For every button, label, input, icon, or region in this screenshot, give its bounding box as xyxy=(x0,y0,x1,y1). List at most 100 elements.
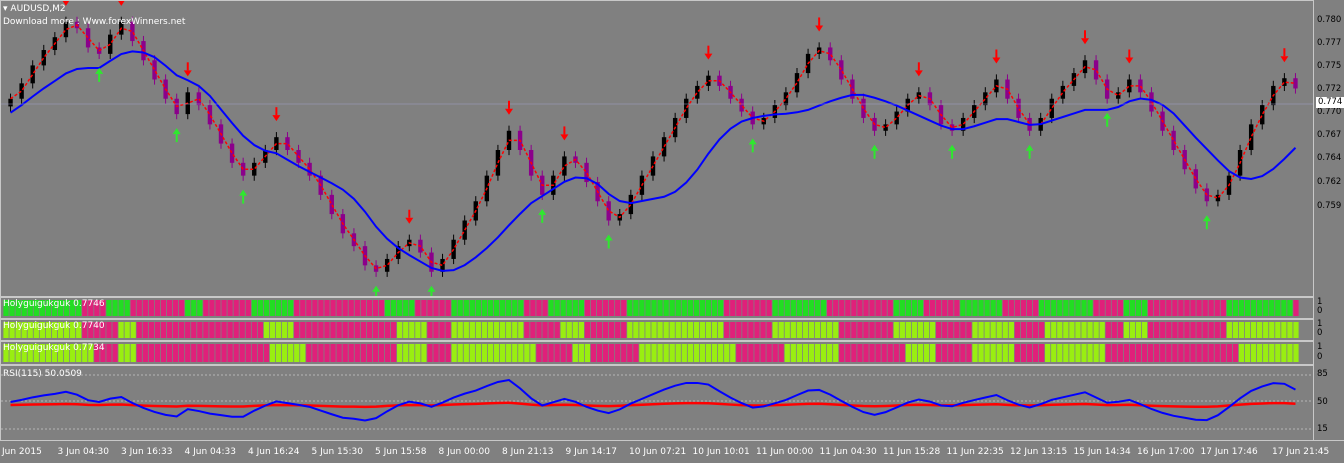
indicator-bar xyxy=(1123,300,1130,316)
indicator-bar xyxy=(948,300,954,316)
indicator-bar xyxy=(39,344,45,362)
indicator-pane-3[interactable]: Holyguigukguk 0.7734 xyxy=(0,341,1314,365)
indicator-bar xyxy=(1075,344,1081,362)
indicator-bar xyxy=(487,300,494,316)
indicator-bar xyxy=(578,322,584,338)
sell-arrow-icon xyxy=(405,209,414,224)
indicator-bar xyxy=(300,322,306,338)
indicator-bar xyxy=(342,300,348,316)
indicator-bar xyxy=(929,322,936,338)
candle-body xyxy=(8,98,13,107)
indicator-bar xyxy=(1263,322,1269,338)
indicator-bar xyxy=(185,300,191,316)
indicator-bar xyxy=(233,344,239,362)
indicator-bar xyxy=(445,322,451,338)
indicator-bar xyxy=(530,322,536,338)
indicator-bar xyxy=(905,344,912,362)
indicator-bar xyxy=(1111,300,1117,316)
candle-body xyxy=(661,137,667,157)
indicator-bar xyxy=(27,322,33,338)
rsi-scale-85: 85 xyxy=(1317,369,1328,379)
indicator-bar xyxy=(820,300,827,316)
indicator-bar xyxy=(100,344,106,362)
arrow-head xyxy=(62,1,70,6)
indicator-bar xyxy=(621,322,627,338)
price-chart-pane[interactable]: ▾ AUDUSD,M2 Download more : Www.forexWin… xyxy=(0,0,1314,297)
time-axis-label: 11 Jun 00:00 xyxy=(756,447,814,457)
indicator-bar xyxy=(796,344,803,362)
indicator-bar xyxy=(984,300,990,316)
indicator-bar xyxy=(493,322,500,338)
indicator-bar xyxy=(875,322,881,338)
indicator-bar xyxy=(736,322,742,338)
indicator-bar xyxy=(82,344,88,362)
indicator-bar xyxy=(1184,344,1190,362)
indicator-bar xyxy=(675,344,681,362)
indicator-bar xyxy=(257,300,264,316)
indicator-bar xyxy=(905,300,912,316)
indicator-bar xyxy=(251,344,257,362)
rsi-pane[interactable]: RSI(115) 50.0509 xyxy=(0,365,1314,441)
indicator-bar xyxy=(960,344,966,362)
indicator-bar xyxy=(639,344,645,362)
indicator-bar xyxy=(1202,322,1208,338)
indicator-bar xyxy=(1081,300,1087,316)
indicator-bar xyxy=(70,322,76,338)
candle-body xyxy=(384,258,390,272)
indicator-bar xyxy=(1220,322,1226,338)
indicator-bar xyxy=(39,322,45,338)
candle-body xyxy=(1060,85,1066,99)
indicator-bar xyxy=(609,322,615,338)
indicator-bar xyxy=(269,300,276,316)
candle-body xyxy=(207,105,213,125)
indicator-bar xyxy=(1184,322,1190,338)
indicator-bar xyxy=(185,344,191,362)
indicator-bar xyxy=(281,300,288,316)
indicator-bar xyxy=(1135,322,1142,338)
indicator-bar xyxy=(512,300,518,316)
indicator-bar xyxy=(633,344,639,362)
indicator-bar xyxy=(1111,322,1117,338)
indicator-bar xyxy=(88,322,94,338)
indicator-bar xyxy=(621,344,627,362)
candle-body xyxy=(329,194,334,215)
indicator-bar xyxy=(1244,322,1251,338)
indicator-bar xyxy=(330,300,336,316)
indicator-bar xyxy=(524,322,530,338)
indicator-bar xyxy=(1166,300,1172,316)
indicator-bar xyxy=(887,344,893,362)
indicator-bar xyxy=(366,300,373,316)
indicator-bar xyxy=(899,322,905,338)
indicator-bar xyxy=(191,322,197,338)
indicator-bar xyxy=(1008,344,1014,362)
indicator-bar xyxy=(203,300,209,316)
collapse-triangle-icon[interactable]: ▾ xyxy=(3,4,8,14)
indicator-bar xyxy=(142,322,148,338)
indicator-bar xyxy=(257,322,264,338)
indicator-pane-2[interactable]: Holyguigukguk 0.7740 xyxy=(0,319,1314,341)
indicator-bar xyxy=(711,300,718,316)
time-axis-label: 5 Jun 15:30 xyxy=(311,447,363,457)
indicator-bar xyxy=(578,344,584,362)
indicator-bar xyxy=(21,344,27,362)
candle-body xyxy=(828,47,833,61)
indicator-bar xyxy=(542,344,548,362)
indicator-pane-1[interactable]: Holyguigukguk 0.7746 xyxy=(0,297,1314,319)
indicator-bar xyxy=(475,344,482,362)
sell-arrow-icon xyxy=(118,1,125,6)
price-tick-label: 0.777 xyxy=(1317,38,1342,48)
indicator-bar xyxy=(57,344,64,362)
candle-body xyxy=(960,117,966,131)
indicator-bar xyxy=(384,344,391,362)
indicator-bar xyxy=(342,344,348,362)
indicator-bar xyxy=(130,344,136,362)
indicator-bar xyxy=(257,344,264,362)
indicator-bar xyxy=(966,344,972,362)
indicator-bar xyxy=(457,322,463,338)
indicator-bar xyxy=(439,344,445,362)
indicator-bar xyxy=(833,344,839,362)
indicator-bar xyxy=(148,344,155,362)
indicator-bar xyxy=(1069,322,1075,338)
indicator-bar xyxy=(1087,300,1093,316)
indicator-bar xyxy=(657,344,663,362)
